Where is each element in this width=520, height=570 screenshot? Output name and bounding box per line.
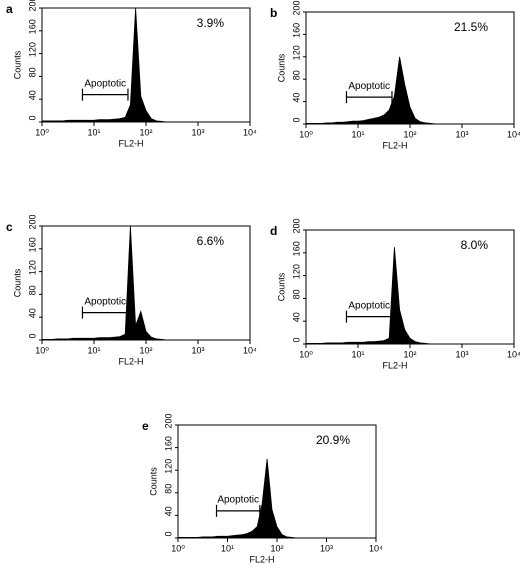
- x-tick-label: 10⁴: [507, 129, 520, 139]
- y-tick-label: 200: [291, 218, 301, 233]
- y-tick-label: 0: [27, 115, 37, 120]
- y-tick-label: 200: [27, 0, 37, 12]
- x-tick-label: 10⁴: [243, 345, 257, 355]
- x-axis-label: FL2-H: [382, 360, 407, 370]
- y-tick-label: 160: [163, 436, 173, 451]
- y-tick-label: 80: [291, 289, 301, 299]
- x-tick-label: 10³: [191, 127, 204, 137]
- x-tick-label: 10¹: [351, 349, 364, 359]
- gate-label: Apoptotic: [217, 495, 259, 506]
- x-tick-label: 10³: [455, 349, 468, 359]
- panel-letter: c: [6, 220, 13, 234]
- x-tick-label: 10⁰: [299, 129, 313, 139]
- x-tick-label: 10⁰: [35, 127, 49, 137]
- x-tick-label: 10⁰: [171, 543, 185, 553]
- gate-label: Apoptotic: [84, 78, 126, 89]
- panel-letter: d: [270, 224, 277, 238]
- percentage: 6.6%: [197, 234, 225, 248]
- gate-label: Apoptotic: [348, 81, 390, 92]
- y-tick-label: 120: [27, 42, 37, 57]
- y-tick-label: 40: [27, 308, 37, 318]
- gate-label: Apoptotic: [348, 300, 390, 311]
- y-tick-label: 160: [27, 19, 37, 34]
- x-tick-label: 10²: [139, 127, 152, 137]
- y-tick-label: 0: [291, 117, 301, 122]
- y-tick-label: 40: [291, 312, 301, 322]
- y-axis-label: Counts: [12, 268, 22, 297]
- x-axis-label: FL2-H: [249, 554, 274, 564]
- histogram: [177, 458, 307, 539]
- x-tick-label: 10²: [139, 345, 152, 355]
- percentage: 21.5%: [454, 20, 488, 34]
- y-tick-label: 40: [163, 506, 173, 516]
- percentage: 8.0%: [461, 238, 489, 252]
- y-tick-label: 200: [163, 413, 173, 428]
- y-tick-label: 120: [163, 459, 173, 474]
- x-tick-label: 10⁴: [369, 543, 383, 553]
- x-axis-label: FL2-H: [382, 140, 407, 150]
- y-tick-label: 160: [27, 237, 37, 252]
- x-tick-label: 10¹: [351, 129, 364, 139]
- x-tick-label: 10¹: [87, 345, 100, 355]
- x-tick-label: 10⁰: [299, 349, 313, 359]
- y-tick-label: 120: [291, 264, 301, 279]
- y-tick-label: 80: [27, 67, 37, 77]
- x-tick-label: 10²: [403, 349, 416, 359]
- x-tick-label: 10²: [270, 543, 283, 553]
- y-axis-label: Counts: [148, 467, 158, 496]
- panel-letter: b: [270, 6, 277, 20]
- x-tick-label: 10³: [191, 345, 204, 355]
- y-axis-label: Counts: [12, 50, 22, 79]
- x-tick-label: 10²: [403, 129, 416, 139]
- y-tick-label: 200: [291, 0, 301, 15]
- histogram: [41, 7, 178, 123]
- x-tick-label: 10³: [455, 129, 468, 139]
- y-tick-label: 160: [291, 241, 301, 256]
- y-tick-label: 80: [27, 285, 37, 295]
- x-tick-label: 10¹: [87, 127, 100, 137]
- y-tick-label: 0: [27, 333, 37, 338]
- x-axis-label: FL2-H: [118, 356, 143, 366]
- x-tick-label: 10⁴: [243, 127, 257, 137]
- y-tick-label: 40: [27, 90, 37, 100]
- x-tick-label: 10³: [320, 543, 333, 553]
- y-tick-label: 40: [291, 93, 301, 103]
- percentage: 3.9%: [197, 16, 225, 30]
- gate-label: Apoptotic: [84, 296, 126, 307]
- y-tick-label: 0: [163, 531, 173, 536]
- histogram: [41, 225, 178, 341]
- histogram: [305, 56, 442, 125]
- y-tick-label: 0: [291, 337, 301, 342]
- y-axis-label: Counts: [276, 272, 286, 301]
- y-tick-label: 200: [27, 214, 37, 229]
- percentage: 20.9%: [316, 433, 350, 447]
- panel-letter: e: [142, 419, 149, 433]
- y-tick-label: 80: [163, 484, 173, 494]
- histogram: [305, 247, 442, 345]
- x-axis-label: FL2-H: [118, 138, 143, 148]
- y-tick-label: 80: [291, 70, 301, 80]
- x-tick-label: 10¹: [221, 543, 234, 553]
- y-tick-label: 120: [291, 45, 301, 60]
- panel-letter: a: [6, 2, 13, 16]
- y-tick-label: 160: [291, 23, 301, 38]
- y-axis-label: Counts: [276, 53, 286, 82]
- y-tick-label: 120: [27, 260, 37, 275]
- x-tick-label: 10⁰: [35, 345, 49, 355]
- x-tick-label: 10⁴: [507, 349, 520, 359]
